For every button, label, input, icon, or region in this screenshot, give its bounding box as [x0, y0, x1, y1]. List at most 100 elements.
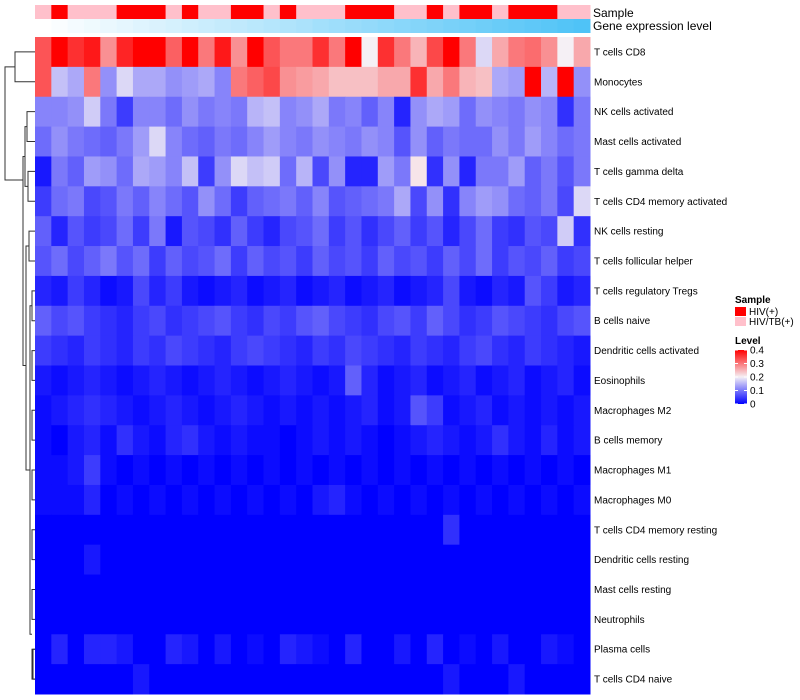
heatmap-cell: [573, 216, 591, 247]
heatmap-cell: [214, 246, 232, 277]
heatmap-cell: [83, 37, 101, 68]
heatmap-cell: [296, 335, 313, 366]
heatmap-cell: [312, 514, 330, 546]
heatmap-cell: [475, 484, 493, 516]
heatmap-cell: [524, 305, 542, 337]
heatmap-cell: [328, 37, 346, 68]
heatmap-cell: [296, 156, 313, 187]
heatmap-cell: [132, 96, 150, 128]
heatmap-cell: [443, 574, 460, 605]
heatmap-cell: [426, 634, 444, 665]
heatmap-cell: [116, 484, 134, 516]
heatmap-cell: [35, 186, 52, 217]
heatmap-cell: [426, 275, 444, 307]
heatmap-cell: [557, 156, 575, 187]
heatmap-cell: [524, 604, 542, 635]
heatmap-cell: [35, 305, 52, 337]
heatmap-cell: [296, 66, 313, 98]
heatmap-cell: [345, 514, 362, 546]
heatmap-cell: [524, 37, 542, 68]
heatmap-cell: [475, 275, 493, 307]
heatmap-cell: [443, 216, 460, 247]
heatmap-cell: [361, 395, 379, 426]
heatmap-cell: [443, 544, 460, 576]
heatmap-cell: [312, 634, 330, 665]
heatmap-cell: [394, 604, 411, 635]
heatmap-cell: [328, 66, 346, 98]
heatmap-cell: [165, 634, 183, 665]
heatmap-cell: [83, 455, 101, 486]
sample-anno-cell: [492, 5, 509, 19]
heatmap-cell: [181, 395, 199, 426]
heatmap-cell: [149, 216, 167, 247]
heatmap-cell: [149, 246, 167, 277]
gene-anno-cell: [410, 19, 428, 33]
heatmap-cell: [100, 664, 118, 695]
sample-anno-cell: [524, 5, 542, 19]
heatmap-cell: [459, 574, 477, 605]
heatmap-cell: [116, 66, 134, 98]
sample-legend-label: HIV(+): [749, 307, 778, 318]
heatmap-cell: [247, 126, 265, 157]
heatmap-cell: [279, 634, 297, 665]
heatmap-cell: [394, 305, 411, 337]
heatmap-cell: [116, 156, 134, 187]
gene-anno-cell: [263, 19, 281, 33]
heatmap-cell: [132, 126, 150, 157]
heatmap-cell: [198, 604, 216, 635]
heatmap-cell: [100, 66, 118, 98]
heatmap-cell: [214, 514, 232, 546]
heatmap-cell: [132, 365, 150, 396]
heatmap-cell: [67, 186, 85, 217]
legend: Sample HIV(+)HIV/TB(+) Level 0.40.30.20.…: [735, 295, 794, 411]
heatmap-cell: [35, 604, 52, 635]
row-label: T cells CD8: [594, 47, 646, 58]
heatmap-cell: [100, 544, 118, 576]
heatmap-cell: [51, 37, 69, 68]
heatmap-cell: [524, 335, 542, 366]
level-legend-title: Level: [735, 336, 761, 347]
sample-anno-cell: [198, 5, 216, 19]
heatmap-cell: [394, 37, 411, 68]
heatmap-cell: [524, 96, 542, 128]
row-label: Macrophages M0: [594, 495, 672, 506]
heatmap-cell: [247, 275, 265, 307]
heatmap-cell: [573, 514, 591, 546]
heatmap-cell: [345, 275, 362, 307]
heatmap-cell: [557, 246, 575, 277]
heatmap-cell: [83, 664, 101, 695]
heatmap-cell: [410, 365, 428, 396]
heatmap-cell: [83, 246, 101, 277]
heatmap-cell: [296, 365, 313, 396]
sample-anno-cell: [132, 5, 150, 19]
heatmap-cell: [51, 514, 69, 546]
row-label: NK cells resting: [594, 227, 663, 238]
row-label: Mast cells resting: [594, 585, 671, 596]
heatmap-cell: [230, 275, 248, 307]
heatmap-cell: [361, 126, 379, 157]
heatmap-cell: [541, 275, 558, 307]
heatmap-cell: [214, 335, 232, 366]
heatmap-cell: [328, 335, 346, 366]
gene-anno-cell: [214, 19, 232, 33]
heatmap-cell: [573, 37, 591, 68]
gene-anno-cell: [426, 19, 444, 33]
heatmap-cell: [149, 335, 167, 366]
heatmap-cell: [345, 664, 362, 695]
heatmap-cell: [312, 156, 330, 187]
heatmap-cell: [230, 425, 248, 456]
heatmap-cell: [198, 514, 216, 546]
heatmap-cell: [377, 246, 395, 277]
row-label: Macrophages M1: [594, 466, 672, 477]
heatmap-cell: [410, 395, 428, 426]
heatmap-cell: [35, 425, 52, 456]
heatmap-cell: [541, 126, 558, 157]
heatmap-cell: [116, 634, 134, 665]
gene-anno-cell: [181, 19, 199, 33]
sample-anno-cell: [394, 5, 411, 19]
heatmap-cell: [573, 484, 591, 516]
heatmap-cell: [247, 604, 265, 635]
heatmap-cell: [263, 574, 281, 605]
heatmap-cell: [443, 365, 460, 396]
gene-anno-cell: [475, 19, 493, 33]
